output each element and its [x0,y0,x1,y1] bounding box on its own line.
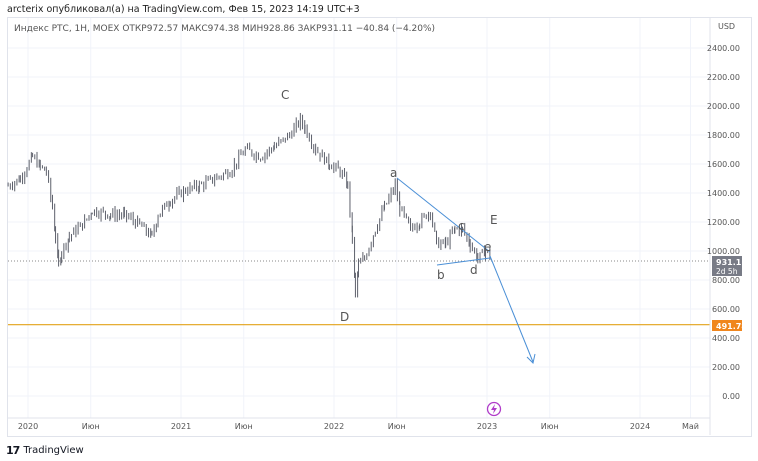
y-tick-label: 2200.00 [707,73,740,82]
tradingview-logo[interactable]: 17 TradingView [6,444,84,457]
wave-label-c: c [458,219,465,233]
y-tick-label: 600.00 [712,305,740,314]
x-tick-label: Июн [388,422,406,431]
y-tick-label: 1400.00 [707,189,740,198]
x-tick-label: Июн [82,422,100,431]
y-tick-label: 1800.00 [707,131,740,140]
level-badge [712,320,742,331]
trendline-a-e [396,177,491,253]
y-tick-label: 800.00 [712,276,740,285]
wave-label-D: D [340,310,350,324]
y-tick-label: 1600.00 [707,160,740,169]
last-price-badge [712,256,742,276]
wave-label-E: E [490,213,498,227]
level-value: 491.78 [716,322,747,331]
y-tick-label: 1000.00 [707,247,740,256]
projection-arrow [489,255,534,363]
time-axis: 2020 Июн 2021 Июн 2022 Июн 2023 Июн 2024 Май [18,422,699,431]
wave-drawing [396,177,536,364]
wave-label-d: d [470,263,478,277]
countdown: 2d 5h [716,267,738,276]
y-tick-label: 0.00 [722,392,740,401]
price-axis: 0.00 200.00 400.00 600.00 800.00 1000.00 1200.… [707,44,740,401]
arrow-head-icon [526,353,536,364]
x-tick-label: 2024 [630,422,650,431]
tv-logo-icon: 17 [6,444,20,457]
y-tick-label: 400.00 [712,334,740,343]
wave-label-C: C [281,88,290,102]
wave-label-b: b [437,268,445,282]
symbol-legend: Индекс РТС, 1Н, MOEX ОТКР972.57 МАКС974.… [14,24,436,34]
lightning-icon [491,404,497,414]
chart-frame[interactable] [7,17,752,437]
wave-label-e: e [484,240,492,254]
x-tick-label: 2021 [171,422,191,431]
y-tick-label: 200.00 [712,363,740,372]
wave-label-a: a [390,166,398,180]
trendline-b-d [436,257,491,266]
currency-label: USD [718,22,735,31]
x-tick-label: 2022 [324,422,344,431]
x-tick-label: Июн [235,422,253,431]
brand-name: TradingView [23,445,84,456]
x-tick-label: Июн [541,422,559,431]
x-tick-label: Май [682,422,699,431]
y-tick-label: 1200.00 [707,218,740,227]
x-tick-label: 2020 [18,422,38,431]
x-tick-label: 2023 [477,422,497,431]
y-tick-label: 2400.00 [707,44,740,53]
publisher-line: arcterix опубликовал(а) на TradingView.c… [7,4,360,15]
price-bars [7,112,491,298]
last-price-value: 931.11 [716,258,747,267]
grid [8,18,710,418]
events-icon[interactable] [486,401,502,417]
y-tick-label: 2000.00 [707,102,740,111]
